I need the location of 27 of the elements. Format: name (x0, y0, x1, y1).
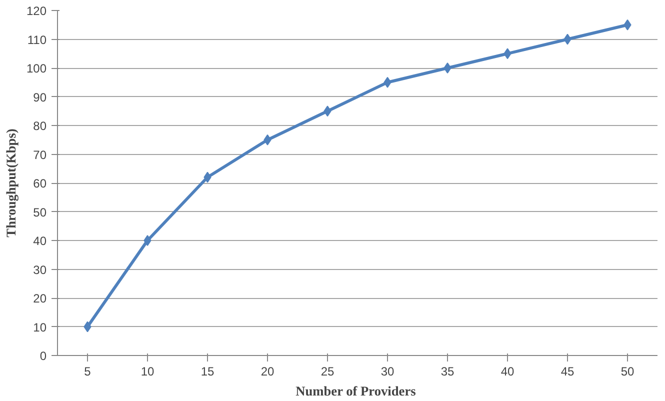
y-tick-label: 10 (33, 320, 47, 334)
y-tick-label: 60 (33, 176, 47, 190)
x-tick-label: 50 (620, 364, 634, 378)
y-axis-title: Throughput(Kbps) (3, 128, 18, 238)
y-tick-label: 40 (33, 234, 47, 248)
y-tick-label: 30 (33, 262, 47, 277)
x-axis-title: Number of Providers (296, 384, 416, 398)
x-tick-label: 40 (500, 364, 514, 378)
x-tick-label: 25 (320, 364, 334, 378)
x-tick-label: 45 (560, 364, 574, 378)
point (144, 235, 152, 246)
y-tick-label: 20 (33, 292, 47, 306)
x-tick-label: 35 (440, 364, 454, 378)
point (444, 62, 452, 74)
y-tick-label: 100 (26, 62, 47, 76)
y-tick-label: 0 (40, 349, 47, 363)
x-tick-label: 15 (200, 364, 214, 378)
y-tick-label: 70 (33, 148, 47, 162)
y-tick-label: 110 (27, 32, 47, 47)
x-tick-label: 10 (140, 364, 154, 378)
x-tick-label: 5 (84, 364, 92, 378)
x-tick-label: 20 (260, 364, 274, 378)
y-tick-label: 80 (33, 119, 47, 133)
y-tick-label: 90 (33, 90, 47, 104)
y-tick-label: 120 (26, 4, 47, 18)
y-tick-label: 50 (33, 205, 47, 220)
x-tick-label: 30 (380, 364, 394, 378)
